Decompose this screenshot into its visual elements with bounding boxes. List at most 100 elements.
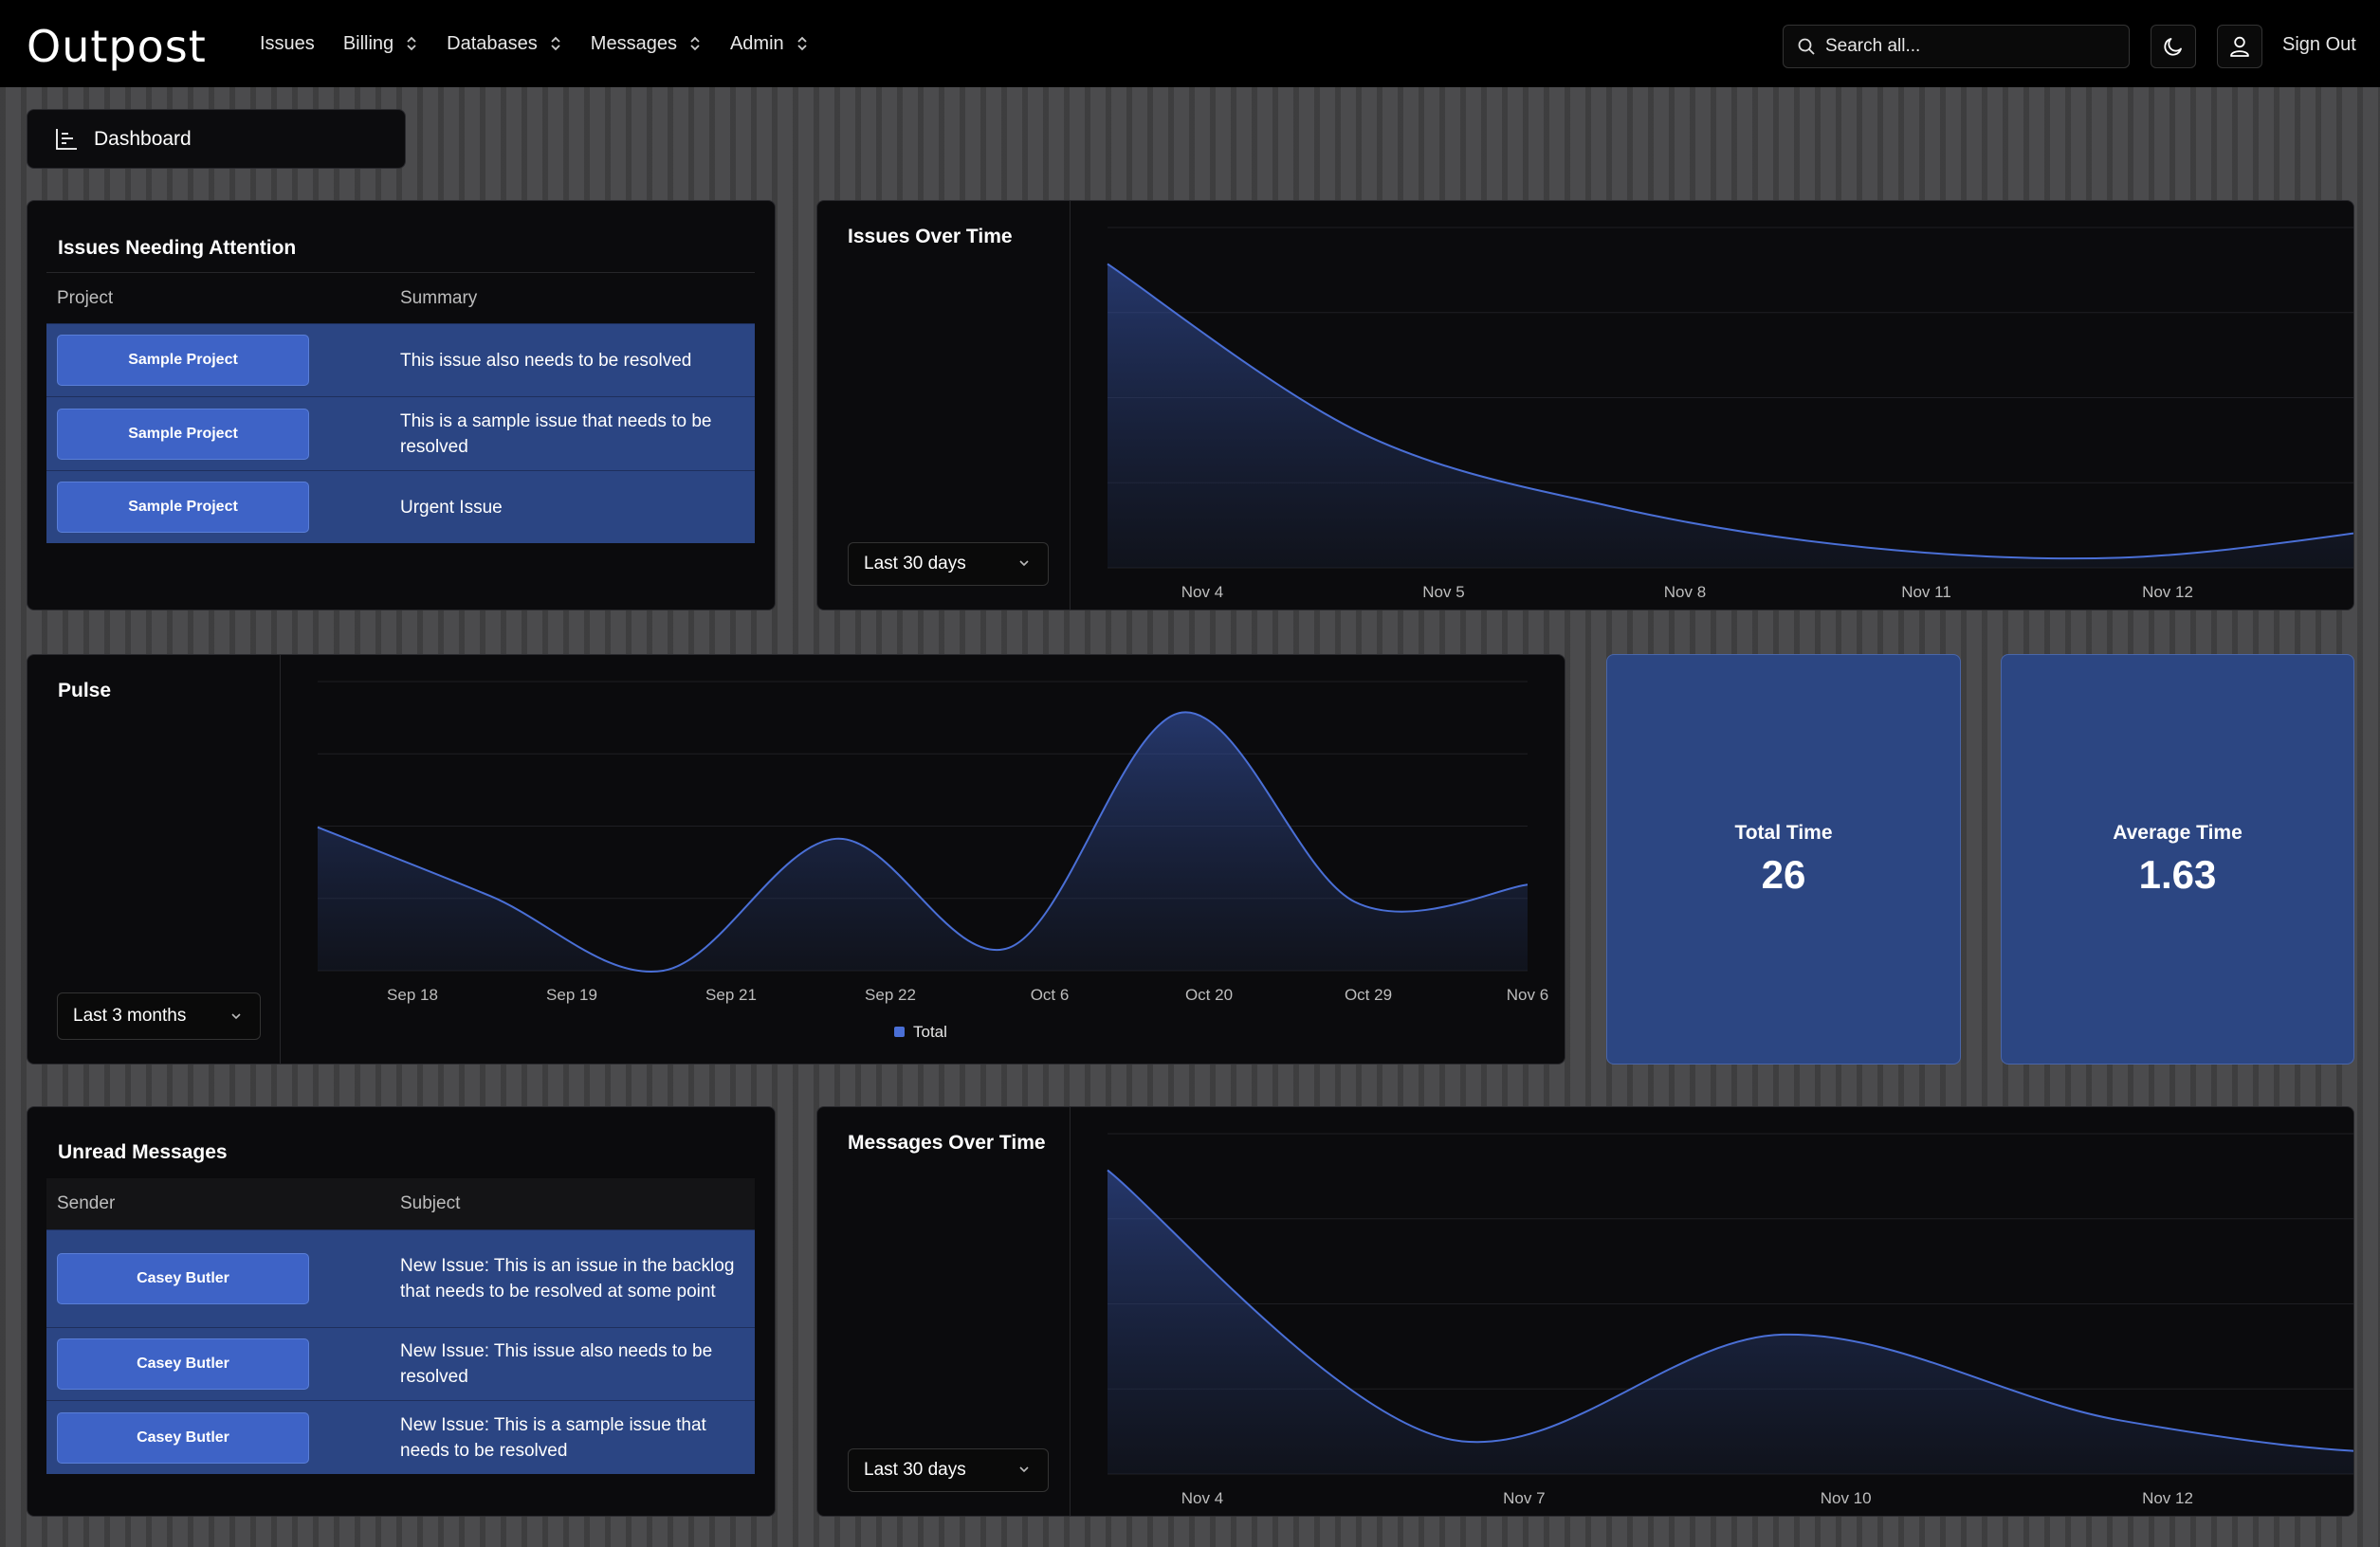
user-icon [2230, 36, 2249, 57]
series-line [1107, 1169, 2353, 1452]
series-area [1108, 1170, 2353, 1474]
issue-summary: This is a sample issue that needs to be … [400, 410, 712, 457]
table-row[interactable]: Casey Butler New Issue: This issue also … [46, 1327, 755, 1400]
x-tick-label: Nov 8 [1664, 583, 1706, 601]
main-nav: Issues Billing Databases Messages Admin [260, 0, 837, 87]
total-time-value: 26 [1761, 851, 1806, 897]
total-time-card: Total Time 26 [1606, 654, 1961, 1065]
x-tick-label: Nov 7 [1503, 1489, 1545, 1507]
x-tick-label: Oct 29 [1345, 986, 1392, 1004]
x-tick-label: Sep 22 [865, 986, 916, 1004]
issues-over-time-title: Issues Over Time [848, 226, 1013, 247]
nav-messages[interactable]: Messages [591, 33, 702, 55]
top-navigation-bar: Outpost Issues Billing Databases Message… [0, 0, 2380, 87]
x-tick-label: Oct 20 [1185, 986, 1233, 1004]
nav-databases-label: Databases [447, 32, 538, 54]
nav-admin[interactable]: Admin [730, 33, 809, 55]
unread-messages-card: Unread Messages Sender Subject Casey But… [27, 1106, 776, 1517]
messages-over-time-title: Messages Over Time [848, 1132, 1046, 1154]
chevron-down-icon [231, 1013, 241, 1020]
series-line [1107, 263, 2353, 560]
col-project: Project [57, 287, 114, 308]
sender-button[interactable]: Casey Butler [57, 1253, 309, 1304]
series-area [318, 712, 1528, 973]
issues-attention-card: Issues Needing Attention Project Summary… [27, 200, 776, 610]
total-time-label: Total Time [1734, 821, 1833, 844]
table-row[interactable]: Casey Butler New Issue: This is a sample… [46, 1400, 755, 1474]
nav-billing-label: Billing [342, 32, 394, 54]
col-subject: Subject [400, 1193, 461, 1213]
x-tick-label: Nov 10 [1821, 1489, 1872, 1507]
chevron-down-icon [1019, 560, 1029, 567]
issues-attention-title: Issues Needing Attention [58, 237, 297, 259]
x-tick-label: Nov 12 [2142, 1489, 2193, 1507]
x-tick-label: Sep 21 [705, 986, 757, 1004]
table-row[interactable]: Casey Butler New Issue: This is an issue… [46, 1229, 755, 1327]
pulse-chart: Sep 18 Sep 19 Sep 21 Sep 22 Oct 6 Oct 20 Oct 2… [317, 681, 1548, 1041]
project-button[interactable]: Sample Project [57, 482, 309, 533]
search-icon [1798, 38, 1815, 55]
average-time-card: Average Time 1.63 [2001, 654, 2354, 1065]
pulse-range-select[interactable]: Last 3 months [57, 992, 261, 1040]
range-select[interactable]: Last 30 days [848, 542, 1049, 586]
chevron-up-down-icon [551, 36, 560, 51]
table-row[interactable]: Sample Project Urgent Issue [46, 470, 755, 543]
dashboard-tab-label: Dashboard [94, 127, 192, 150]
pulse-card: Pulse Last 3 months Sep 18 Sep 19 Sep 21 Se… [27, 654, 1565, 1065]
nav-billing[interactable]: Billing [343, 33, 418, 55]
divider [280, 655, 281, 1064]
search-box[interactable] [1783, 25, 2130, 68]
table-row[interactable]: Sample Project This issue also needs to … [46, 323, 755, 396]
app-logo[interactable]: Outpost [27, 21, 207, 72]
search-input[interactable] [1825, 36, 2110, 57]
theme-toggle-button[interactable] [2151, 25, 2196, 68]
col-sender: Sender [57, 1193, 116, 1213]
col-summary: Summary [400, 287, 478, 308]
message-subject: New Issue: This is a sample issue that n… [400, 1414, 706, 1461]
dashboard-tab[interactable]: Dashboard [27, 109, 406, 169]
message-subject: New Issue: This is an issue in the backl… [400, 1256, 735, 1301]
issues-table: Project Summary Sample Project This issu… [46, 272, 755, 543]
messages-range-select[interactable]: Last 30 days [848, 1448, 1049, 1492]
x-tick-label: Nov 12 [2142, 583, 2193, 601]
series-area [1108, 264, 2353, 568]
unread-messages-title: Unread Messages [58, 1141, 228, 1163]
nav-databases[interactable]: Databases [447, 33, 562, 55]
divider [1070, 201, 1071, 610]
nav-admin-label: Admin [729, 32, 784, 54]
messages-over-time-card: Messages Over Time Last 30 days Nov 4 Nov… [816, 1106, 2354, 1517]
x-tick-label: Oct 6 [1031, 986, 1070, 1004]
sign-out-link[interactable]: Sign Out [2282, 34, 2356, 55]
x-tick-label: Nov 5 [1422, 583, 1464, 601]
issues-table-header: Project Summary [46, 272, 755, 323]
average-time-value: 1.63 [2138, 851, 2217, 897]
range-select-value: Last 30 days [864, 554, 966, 573]
series-line [317, 711, 1529, 974]
nav-issues[interactable]: Issues [260, 33, 315, 55]
user-profile-button[interactable] [2217, 25, 2262, 68]
x-tick-label: Sep 18 [387, 986, 438, 1004]
chevron-up-down-icon [690, 36, 700, 51]
sender-button[interactable]: Casey Butler [57, 1411, 309, 1464]
nav-issues-label: Issues [260, 32, 315, 54]
project-button[interactable]: Sample Project [57, 335, 309, 386]
bar-chart-icon [56, 128, 77, 150]
issue-summary: This issue also needs to be resolved [400, 350, 692, 371]
project-button[interactable]: Sample Project [57, 408, 309, 460]
moon-icon [2164, 38, 2182, 56]
average-time-label: Average Time [2113, 821, 2243, 844]
pulse-range-value: Last 3 months [73, 1006, 187, 1026]
messages-table-header: Sender Subject [46, 1178, 755, 1229]
sender-button[interactable]: Casey Butler [57, 1338, 309, 1390]
table-row[interactable]: Sample Project This is a sample issue th… [46, 396, 755, 470]
x-tick-label: Sep 19 [546, 986, 597, 1004]
x-tick-label: Nov 4 [1181, 583, 1223, 601]
x-tick-label: Nov 6 [1507, 986, 1548, 1004]
issue-summary: Urgent Issue [400, 497, 503, 518]
chevron-up-down-icon [797, 36, 807, 51]
legend-label: Total [913, 1023, 947, 1041]
legend-swatch [894, 1027, 905, 1037]
message-subject: New Issue: This issue also needs to be r… [400, 1341, 713, 1387]
issues-over-time-card: Issues Over Time Last 30 days Nov 4 Nov 5… [816, 200, 2354, 610]
